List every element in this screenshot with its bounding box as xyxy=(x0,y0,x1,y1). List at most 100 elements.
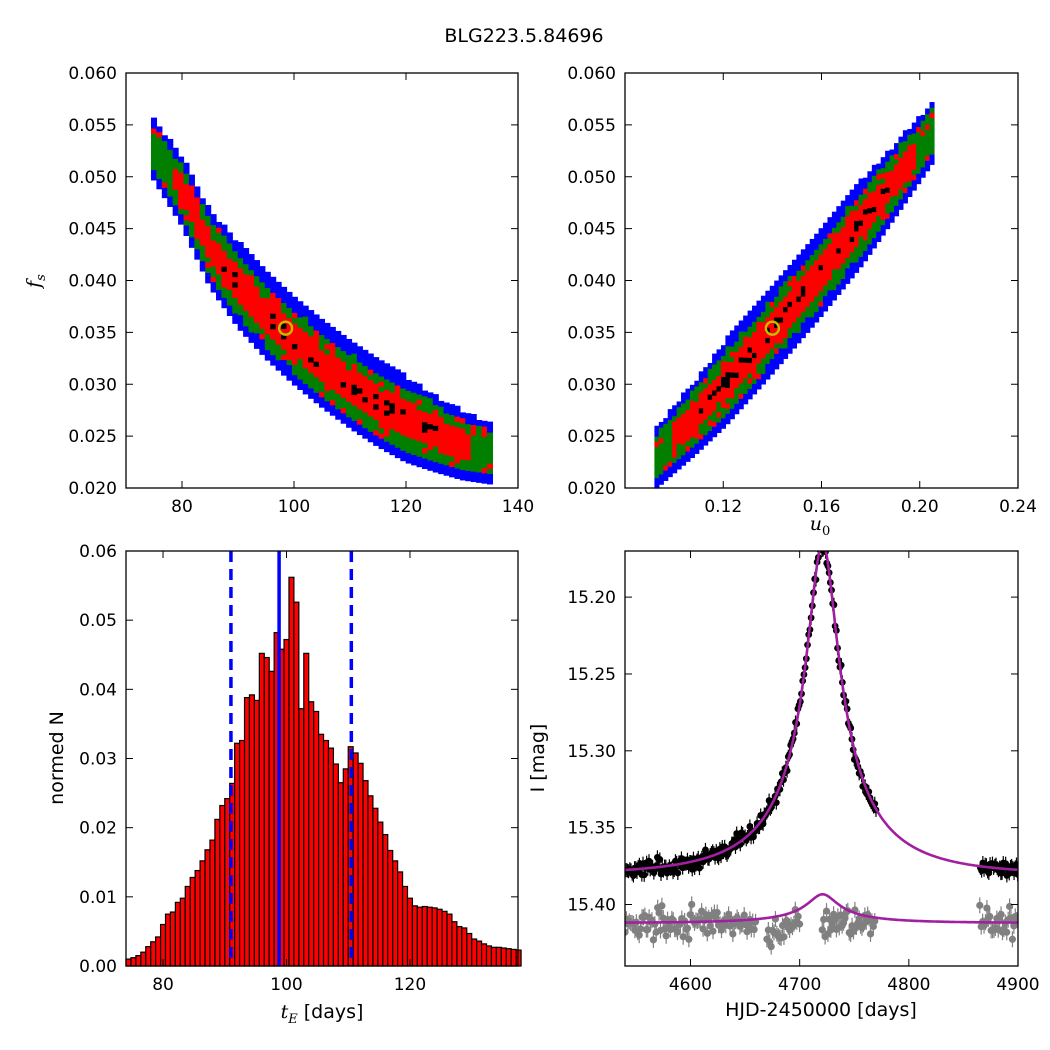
posterior-cell xyxy=(421,411,428,418)
posterior-cell xyxy=(232,307,239,314)
posterior-cell xyxy=(400,450,407,456)
posterior-cell xyxy=(916,157,922,164)
posterior-cell xyxy=(156,131,163,138)
histogram-bar xyxy=(298,708,305,967)
posterior-cell xyxy=(346,406,353,413)
posterior-cell xyxy=(400,382,407,389)
posterior-cell xyxy=(911,164,917,170)
posterior-cell xyxy=(791,301,797,308)
posterior-cell xyxy=(716,422,722,428)
posterior-cell xyxy=(253,286,260,292)
histogram-bar xyxy=(125,958,132,967)
posterior-cell xyxy=(818,248,824,255)
posterior-cell xyxy=(324,364,331,371)
posterior-cell xyxy=(281,286,288,293)
posterior-cell xyxy=(188,184,195,191)
posterior-cell xyxy=(384,441,391,447)
posterior-cell xyxy=(313,355,320,362)
posterior-cell xyxy=(729,356,735,363)
posterior-cell xyxy=(667,450,673,457)
posterior-cell xyxy=(253,270,260,277)
posterior-cell xyxy=(449,419,456,426)
posterior-cell xyxy=(465,454,472,461)
posterior-cell xyxy=(800,259,806,266)
posterior-cell xyxy=(237,257,244,264)
posterior-cell xyxy=(703,398,709,405)
posterior-cell xyxy=(411,402,418,409)
posterior-cell xyxy=(854,256,860,263)
posterior-cell xyxy=(297,332,304,339)
posterior-cell xyxy=(734,356,740,363)
posterior-cell xyxy=(836,237,842,244)
posterior-cell xyxy=(827,300,833,306)
posterior-cell xyxy=(459,422,466,429)
posterior-cell xyxy=(894,174,900,180)
posterior-cell xyxy=(925,149,931,156)
posterior-cell xyxy=(747,320,753,327)
posterior-cell xyxy=(752,321,758,327)
posterior-cell xyxy=(297,379,304,385)
posterior-cell xyxy=(738,398,744,405)
posterior-cell xyxy=(796,285,802,292)
posterior-cell xyxy=(183,173,190,179)
posterior-cell xyxy=(676,442,682,449)
posterior-cell xyxy=(297,342,304,349)
posterior-cell xyxy=(791,311,797,318)
posterior-cell xyxy=(221,292,228,298)
reference-point xyxy=(709,927,717,935)
posterior-cell xyxy=(654,451,660,458)
posterior-cell xyxy=(823,305,829,312)
posterior-cell xyxy=(281,307,288,314)
posterior-cell xyxy=(297,311,304,318)
posterior-cell xyxy=(373,434,380,441)
posterior-cell xyxy=(845,221,851,227)
posterior-cell xyxy=(831,247,837,254)
posterior-cell xyxy=(221,260,228,267)
posterior-cell xyxy=(291,322,298,329)
posterior-cell xyxy=(443,469,450,476)
posterior-cell xyxy=(818,300,824,307)
posterior-cell xyxy=(286,359,293,366)
posterior-cell xyxy=(845,241,851,248)
posterior-cell xyxy=(911,174,917,181)
posterior-cell xyxy=(237,252,244,259)
posterior-cell xyxy=(416,409,423,416)
posterior-cell xyxy=(318,329,326,336)
posterior-cell xyxy=(340,386,347,393)
histogram-bar xyxy=(179,897,186,967)
posterior-cell xyxy=(876,199,882,206)
posterior-cell xyxy=(845,210,851,217)
posterior-cell xyxy=(720,355,727,362)
posterior-cell xyxy=(432,414,439,421)
posterior-cell xyxy=(778,342,784,349)
posterior-cell xyxy=(346,396,353,402)
posterior-cell xyxy=(416,435,423,442)
posterior-cell xyxy=(809,244,815,250)
posterior-cell xyxy=(707,399,713,406)
posterior-cell xyxy=(734,382,740,389)
posterior-cell xyxy=(774,358,780,365)
posterior-cell xyxy=(752,367,758,374)
posterior-cell xyxy=(769,348,775,354)
posterior-cell xyxy=(658,463,664,470)
posterior-cell xyxy=(356,372,363,378)
posterior-cell xyxy=(862,234,868,241)
posterior-cell xyxy=(658,473,664,480)
posterior-cell xyxy=(389,392,396,399)
posterior-cell xyxy=(831,289,837,296)
posterior-cell xyxy=(329,347,336,354)
posterior-cell xyxy=(827,284,833,291)
posterior-cell xyxy=(172,199,179,206)
posterior-cell xyxy=(302,367,309,374)
posterior-cell xyxy=(672,446,678,453)
posterior-cell xyxy=(827,289,833,296)
posterior-cell xyxy=(362,417,369,424)
posterior-cell xyxy=(264,344,271,351)
posterior-cell xyxy=(862,250,868,257)
posterior-cell xyxy=(308,351,315,358)
posterior-cell xyxy=(871,190,877,197)
reference-point xyxy=(780,933,788,941)
posterior-cell xyxy=(411,418,418,424)
posterior-cell xyxy=(929,138,935,145)
posterior-cell xyxy=(769,322,775,328)
